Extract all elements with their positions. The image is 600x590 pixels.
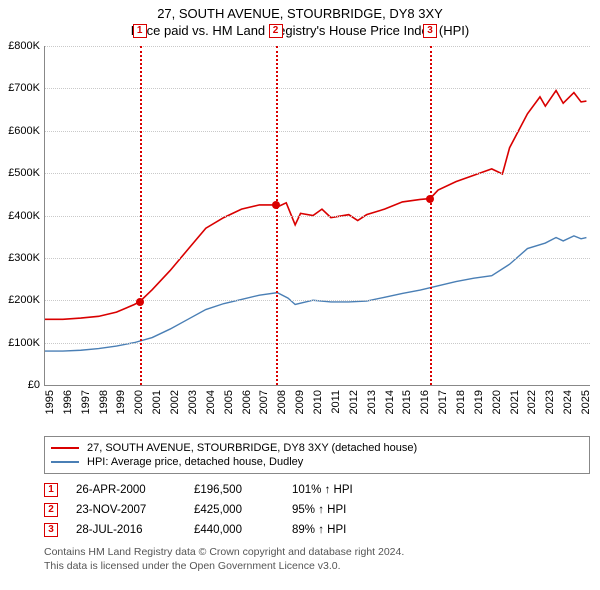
event-number-box: 1	[44, 483, 58, 497]
event-price: £440,000	[194, 524, 274, 536]
event-number-box: 2	[44, 503, 58, 517]
event-pct: 89% ↑ HPI	[292, 524, 382, 536]
legend-label: 27, SOUTH AVENUE, STOURBRIDGE, DY8 3XY (…	[87, 442, 417, 454]
grid-line	[45, 131, 590, 132]
y-tick-label: £0	[28, 379, 40, 391]
plot-region: 123	[44, 46, 590, 386]
chart-area: £0£100K£200K£300K£400K£500K£600K£700K£80…	[44, 46, 590, 386]
x-tick-label: 1996	[62, 390, 74, 414]
legend-swatch	[51, 461, 79, 463]
grid-line	[45, 46, 590, 47]
y-tick-label: £300K	[8, 252, 40, 264]
y-tick-label: £800K	[8, 40, 40, 52]
x-tick-label: 2003	[187, 390, 199, 414]
footer-line-1: Contains HM Land Registry data © Crown c…	[44, 546, 590, 560]
y-axis: £0£100K£200K£300K£400K£500K£600K£700K£80…	[0, 46, 44, 386]
grid-line	[45, 343, 590, 344]
x-tick-label: 2025	[580, 390, 592, 414]
event-marker: 3	[423, 24, 437, 38]
x-tick-label: 2022	[526, 390, 538, 414]
series-line-price_paid	[45, 90, 586, 319]
chart-title: 27, SOUTH AVENUE, STOURBRIDGE, DY8 3XY	[0, 0, 600, 21]
x-tick-label: 2007	[258, 390, 270, 414]
x-tick-label: 2013	[366, 390, 378, 414]
x-tick-label: 2006	[241, 390, 253, 414]
event-date: 28-JUL-2016	[76, 524, 176, 536]
x-tick-label: 2024	[562, 390, 574, 414]
x-tick-label: 2018	[455, 390, 467, 414]
event-number-box: 3	[44, 523, 58, 537]
x-tick-label: 2002	[169, 390, 181, 414]
x-tick-label: 2015	[401, 390, 413, 414]
event-pct: 95% ↑ HPI	[292, 504, 382, 516]
y-tick-label: £400K	[8, 210, 40, 222]
x-tick-label: 2008	[276, 390, 288, 414]
x-tick-label: 2001	[151, 390, 163, 414]
footer-text: Contains HM Land Registry data © Crown c…	[44, 546, 590, 573]
x-tick-label: 2020	[491, 390, 503, 414]
x-tick-label: 2009	[294, 390, 306, 414]
event-price: £425,000	[194, 504, 274, 516]
x-tick-label: 2004	[205, 390, 217, 414]
event-vline	[140, 46, 142, 385]
grid-line	[45, 216, 590, 217]
legend-label: HPI: Average price, detached house, Dudl…	[87, 456, 303, 468]
x-tick-label: 2011	[330, 390, 342, 414]
event-date: 26-APR-2000	[76, 484, 176, 496]
event-row: 2 23-NOV-2007 £425,000 95% ↑ HPI	[44, 500, 590, 520]
x-tick-label: 1997	[80, 390, 92, 414]
grid-line	[45, 88, 590, 89]
x-tick-label: 2016	[419, 390, 431, 414]
event-point	[426, 195, 434, 203]
legend-row: HPI: Average price, detached house, Dudl…	[51, 455, 583, 469]
x-tick-label: 2000	[133, 390, 145, 414]
x-axis: 1995 1996 1997 1998 1999 2000 2001 2002 2003 2004…	[44, 386, 590, 432]
x-tick-label: 2012	[348, 390, 360, 414]
x-tick-label: 2014	[384, 390, 396, 414]
y-tick-label: £500K	[8, 167, 40, 179]
footer-line-2: This data is licensed under the Open Gov…	[44, 560, 590, 574]
x-tick-label: 2021	[509, 390, 521, 414]
x-tick-label: 2017	[437, 390, 449, 414]
y-tick-label: £700K	[8, 82, 40, 94]
grid-line	[45, 300, 590, 301]
y-tick-label: £600K	[8, 125, 40, 137]
chart-subtitle: Price paid vs. HM Land Registry's House …	[0, 21, 600, 38]
event-vline	[430, 46, 432, 385]
y-tick-label: £200K	[8, 294, 40, 306]
grid-line	[45, 173, 590, 174]
event-point	[136, 298, 144, 306]
series-line-hpi	[45, 236, 586, 351]
x-tick-label: 2023	[544, 390, 556, 414]
legend-swatch	[51, 447, 79, 449]
event-row: 1 26-APR-2000 £196,500 101% ↑ HPI	[44, 480, 590, 500]
y-tick-label: £100K	[8, 337, 40, 349]
x-tick-label: 2005	[223, 390, 235, 414]
grid-line	[45, 258, 590, 259]
legend-row: 27, SOUTH AVENUE, STOURBRIDGE, DY8 3XY (…	[51, 441, 583, 455]
x-tick-label: 1999	[115, 390, 127, 414]
x-tick-label: 1995	[44, 390, 56, 414]
event-marker: 1	[133, 24, 147, 38]
event-row: 3 28-JUL-2016 £440,000 89% ↑ HPI	[44, 520, 590, 540]
event-price: £196,500	[194, 484, 274, 496]
x-tick-label: 2010	[312, 390, 324, 414]
event-date: 23-NOV-2007	[76, 504, 176, 516]
x-tick-label: 1998	[98, 390, 110, 414]
event-marker: 2	[269, 24, 283, 38]
event-point	[272, 201, 280, 209]
event-vline	[276, 46, 278, 385]
event-pct: 101% ↑ HPI	[292, 484, 382, 496]
events-table: 1 26-APR-2000 £196,500 101% ↑ HPI 2 23-NOV-20…	[44, 480, 590, 540]
legend: 27, SOUTH AVENUE, STOURBRIDGE, DY8 3XY (…	[44, 436, 590, 474]
x-tick-label: 2019	[473, 390, 485, 414]
